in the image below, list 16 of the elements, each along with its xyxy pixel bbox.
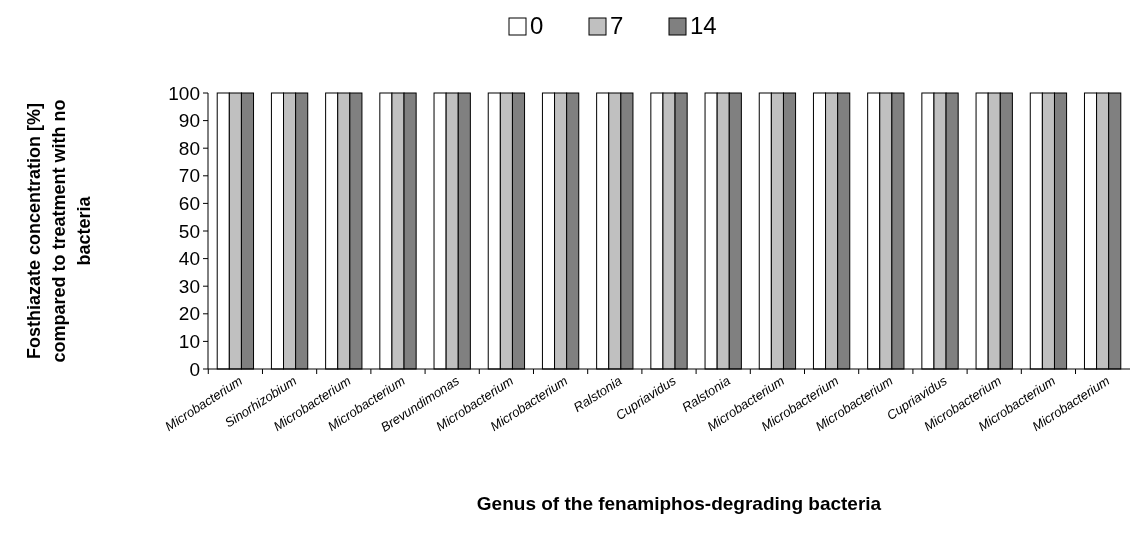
y-tick-label: 40	[178, 248, 200, 270]
x-axis-title: Genus of the fenamiphos-degrading bacteria	[476, 493, 882, 514]
y-tick-label: 70	[178, 165, 200, 187]
legend-label: 0	[530, 12, 544, 39]
y-tick-label: 60	[178, 193, 200, 215]
y-tick-label: 10	[178, 331, 200, 353]
y-tick-label: 90	[178, 110, 200, 132]
y-tick-label: 100	[168, 82, 200, 104]
legend-label: 7	[610, 12, 624, 39]
y-tick-label: 50	[178, 220, 200, 242]
y-tick-label: 0	[189, 358, 200, 380]
y-tick-label: 30	[178, 275, 200, 297]
y-tick-label: 20	[178, 303, 200, 325]
y-axis-title: Fosthiazate concentration [%] compared to treatment with no bacteria	[24, 99, 94, 363]
legend-label: 14	[690, 12, 717, 39]
y-tick-label: 80	[178, 137, 200, 159]
